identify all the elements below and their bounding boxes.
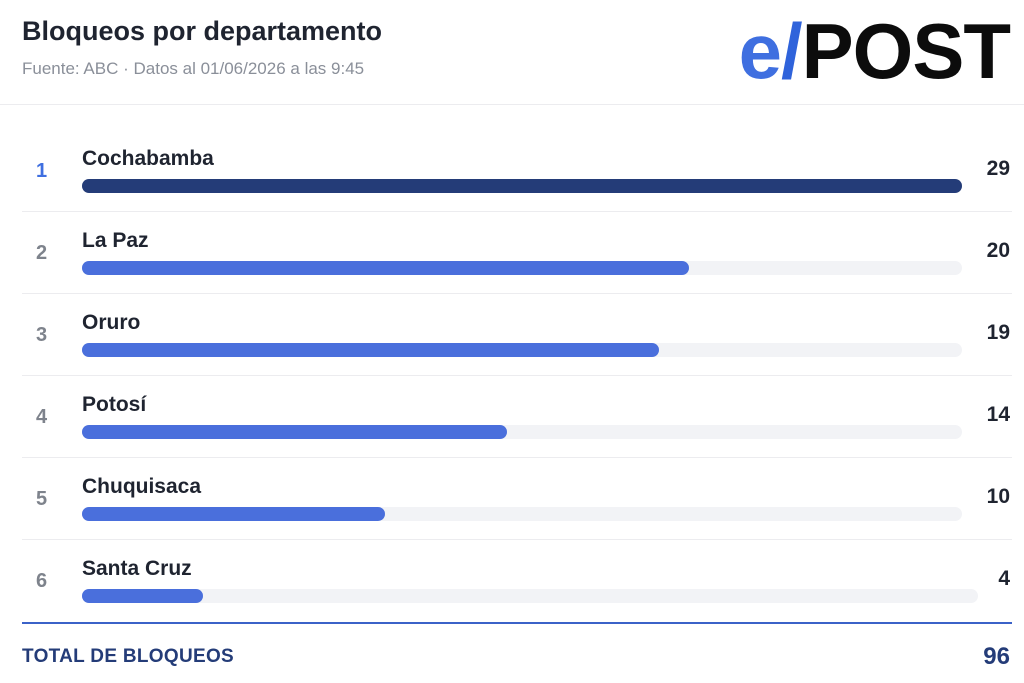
total-label: TOTAL DE BLOQUEOS (22, 646, 235, 667)
rank-label: 5 (36, 488, 48, 510)
bar-track (82, 343, 962, 357)
epost-logo: e/POST (738, 7, 1011, 95)
category-label: Cochabamba (82, 147, 214, 170)
category-label: Santa Cruz (82, 557, 192, 580)
total-divider (22, 622, 1012, 624)
bar-row: 6 Santa Cruz 4 (22, 540, 1012, 621)
category-label: Chuquisaca (82, 475, 202, 498)
bar-track (82, 507, 962, 521)
bar-row: 5 Chuquisaca 10 (22, 458, 1012, 540)
bar (82, 589, 203, 603)
bar (82, 343, 659, 357)
chart-header: Bloqueos por departamento Fuente: ABC · … (0, 0, 1024, 105)
bar-track (82, 425, 962, 439)
total-value: 96 (983, 643, 1010, 670)
bar-row: 2 La Paz 20 (22, 212, 1012, 294)
chart-subtitle: Fuente: ABC · Datos al 01/06/2026 a las … (22, 59, 365, 78)
bar (82, 261, 689, 275)
category-label: La Paz (82, 229, 149, 252)
value-label: 4 (998, 567, 1010, 590)
bar (82, 179, 962, 193)
category-label: Oruro (82, 311, 141, 334)
rank-label: 2 (36, 242, 48, 264)
bar-list: 1 Cochabamba 29 2 La Paz 20 3 Oruro 19 4 Potosí 14 5… (22, 130, 1012, 621)
value-label: 19 (986, 321, 1010, 344)
bar-row: 4 Potosí 14 (22, 376, 1012, 458)
rank-label: 6 (36, 570, 48, 592)
bar-row: 1 Cochabamba 29 (22, 130, 1012, 212)
value-label: 10 (986, 485, 1010, 508)
bar (82, 507, 385, 521)
value-label: 14 (986, 403, 1010, 426)
bar-track (82, 261, 962, 275)
rank-label: 4 (36, 406, 48, 428)
rank-label: 3 (36, 324, 48, 346)
value-label: 20 (986, 239, 1010, 262)
chart-title: Bloqueos por departamento (22, 16, 383, 46)
category-label: Potosí (82, 393, 147, 416)
bar-track (82, 589, 978, 603)
bar-row: 3 Oruro 19 (22, 294, 1012, 376)
rank-label: 1 (36, 160, 48, 182)
bar-track (82, 179, 962, 193)
bar (82, 425, 507, 439)
value-label: 29 (986, 157, 1010, 180)
